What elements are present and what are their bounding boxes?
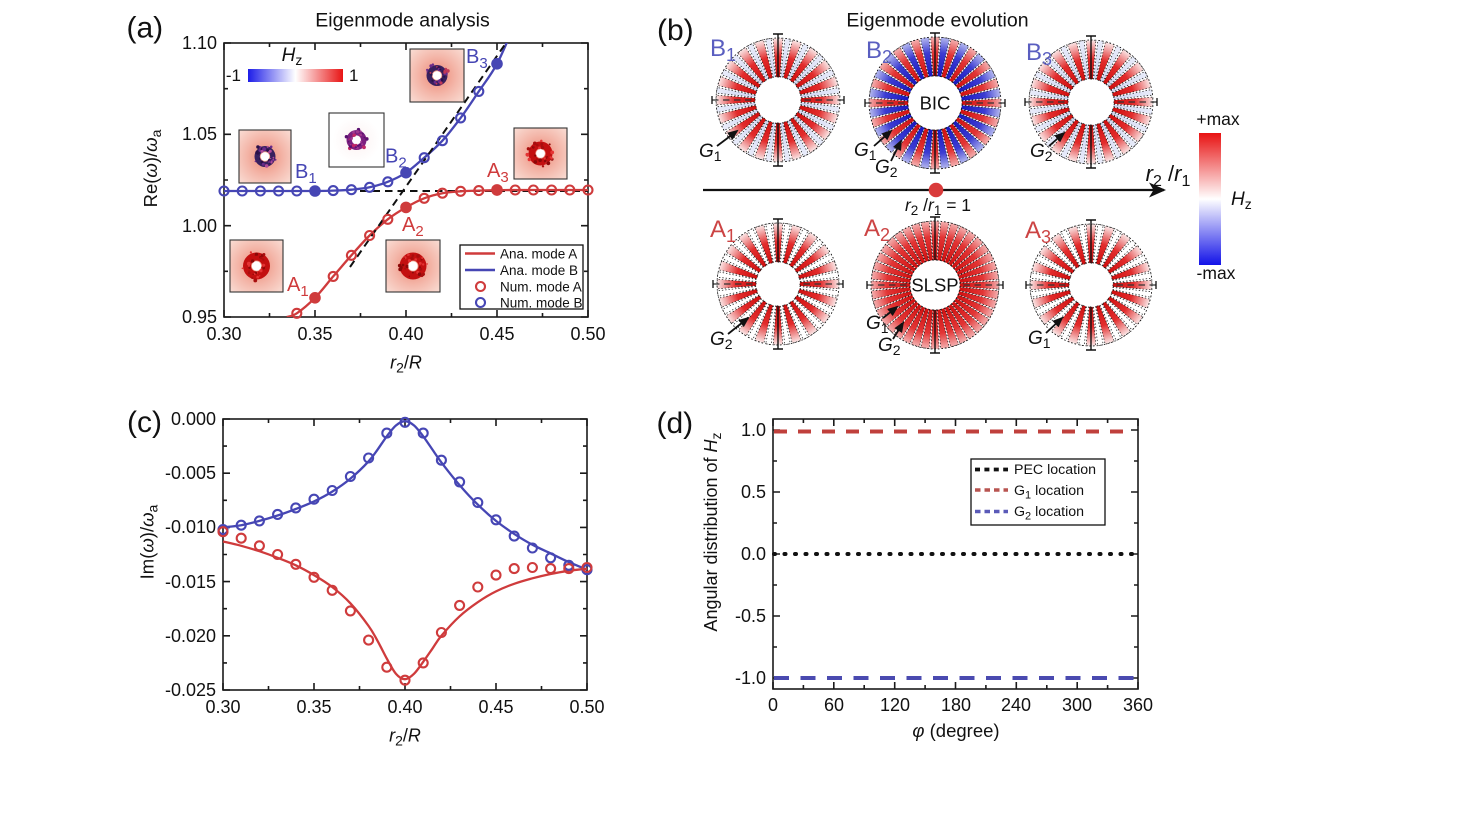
svg-text:Angular distribution of Hz: Angular distribution of Hz — [701, 432, 724, 631]
svg-text:-max: -max — [1197, 263, 1236, 283]
svg-text:0.0: 0.0 — [741, 544, 766, 564]
svg-text:Im(ω)/ωa: Im(ω)/ωa — [137, 504, 161, 579]
svg-text:-0.015: -0.015 — [165, 572, 216, 592]
svg-text:r2/R: r2/R — [390, 353, 422, 376]
svg-text:(c): (c) — [127, 406, 162, 439]
svg-text:120: 120 — [880, 695, 910, 715]
svg-text:-0.010: -0.010 — [165, 517, 216, 537]
svg-text:-0.025: -0.025 — [165, 680, 216, 700]
svg-text:0.30: 0.30 — [205, 697, 240, 717]
svg-text:Num. mode B: Num. mode B — [500, 296, 583, 311]
svg-text:0.50: 0.50 — [569, 697, 604, 717]
svg-text:0.40: 0.40 — [388, 324, 423, 344]
svg-text:Hz: Hz — [282, 45, 303, 68]
svg-text:0.95: 0.95 — [182, 307, 217, 327]
svg-text:-0.005: -0.005 — [165, 463, 216, 483]
svg-text:r2 /r1: r2 /r1 — [1146, 161, 1191, 190]
svg-text:0.000: 0.000 — [171, 409, 216, 429]
svg-text:180: 180 — [941, 695, 971, 715]
svg-text:BIC: BIC — [920, 93, 951, 114]
svg-text:1.00: 1.00 — [182, 216, 217, 236]
svg-text:0.35: 0.35 — [296, 697, 331, 717]
svg-text:r2/R: r2/R — [389, 726, 421, 749]
svg-text:φ (degree): φ (degree) — [912, 720, 999, 741]
svg-text:0.45: 0.45 — [479, 324, 514, 344]
svg-text:A1: A1 — [710, 216, 736, 246]
svg-text:1.05: 1.05 — [182, 124, 217, 144]
svg-text:Eigenmode evolution: Eigenmode evolution — [846, 10, 1028, 32]
svg-text:Ana. mode A: Ana. mode A — [500, 247, 577, 262]
svg-text:SLSP: SLSP — [911, 275, 958, 296]
svg-text:(d): (d) — [657, 407, 694, 440]
svg-text:-0.5: -0.5 — [735, 606, 766, 626]
svg-text:(a): (a) — [127, 12, 164, 45]
svg-text:-1.0: -1.0 — [735, 668, 766, 688]
svg-text:0.35: 0.35 — [297, 324, 332, 344]
svg-text:0.40: 0.40 — [387, 697, 422, 717]
svg-text:0.5: 0.5 — [741, 482, 766, 502]
svg-text:-1: -1 — [226, 66, 241, 85]
svg-text:Num. mode A: Num. mode A — [500, 280, 582, 295]
svg-text:0.45: 0.45 — [478, 697, 513, 717]
svg-text:Hz: Hz — [1231, 189, 1252, 212]
svg-text:+max: +max — [1196, 109, 1240, 129]
svg-text:300: 300 — [1062, 695, 1092, 715]
svg-text:Ana. mode B: Ana. mode B — [500, 263, 578, 278]
svg-text:1: 1 — [349, 66, 358, 85]
svg-text:1.10: 1.10 — [182, 33, 217, 53]
svg-text:1.0: 1.0 — [741, 420, 766, 440]
svg-text:0.30: 0.30 — [206, 324, 241, 344]
svg-text:B1: B1 — [710, 35, 736, 65]
svg-text:60: 60 — [824, 695, 844, 715]
svg-text:G2 location: G2 location — [1014, 504, 1084, 523]
svg-text:PEC location: PEC location — [1014, 462, 1096, 478]
svg-text:Re(ω)/ωa: Re(ω)/ωa — [140, 129, 164, 207]
svg-text:Eigenmode analysis: Eigenmode analysis — [315, 10, 490, 32]
svg-text:0.50: 0.50 — [570, 324, 605, 344]
svg-text:240: 240 — [1001, 695, 1031, 715]
svg-text:G1 location: G1 location — [1014, 483, 1084, 502]
svg-text:-0.020: -0.020 — [165, 626, 216, 646]
svg-text:(b): (b) — [657, 14, 694, 47]
svg-text:r2 /r1 = 1: r2 /r1 = 1 — [905, 195, 971, 218]
svg-text:0: 0 — [768, 695, 778, 715]
svg-text:360: 360 — [1123, 695, 1153, 715]
